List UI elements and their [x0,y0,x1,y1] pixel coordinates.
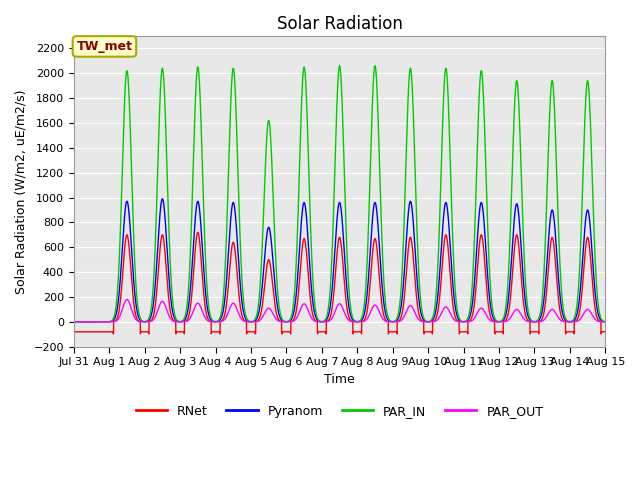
RNet [591,306,599,312]
PAR_OUT [591,316,599,322]
PAR_IN [297,127,305,133]
RNet [194,229,202,235]
Pyranom [159,196,166,202]
Legend: RNet, Pyranom, PAR_IN, PAR_OUT: RNet, Pyranom, PAR_IN, PAR_OUT [131,399,548,422]
PAR_OUT [602,319,609,325]
Pyranom [591,288,599,294]
Title: Solar Radiation: Solar Radiation [276,15,403,33]
PAR_OUT [534,319,541,325]
RNet [534,329,542,335]
PAR_IN [371,63,379,69]
RNet [70,329,77,335]
RNet [602,329,609,335]
Pyranom [131,287,138,292]
PAR_IN [70,319,77,325]
RNet [109,331,117,336]
Pyranom [274,306,282,312]
Pyranom [534,318,541,324]
PAR_OUT [70,319,77,325]
X-axis label: Time: Time [324,372,355,386]
Y-axis label: Solar Radiation (W/m2, uE/m2/s): Solar Radiation (W/m2, uE/m2/s) [15,89,28,294]
PAR_OUT [131,314,138,320]
RNet [297,258,305,264]
RNet [163,264,170,270]
RNet [131,306,138,312]
Line: Pyranom: Pyranom [74,199,605,322]
Pyranom [163,230,170,236]
Pyranom [602,319,609,324]
Pyranom [297,227,305,232]
PAR_OUT [274,318,282,324]
Pyranom [70,319,77,325]
PAR_IN [534,317,541,323]
PAR_OUT [297,306,305,312]
Line: PAR_OUT: PAR_OUT [74,300,605,322]
PAR_IN [602,319,609,324]
Text: TW_met: TW_met [76,40,132,53]
Line: RNet: RNet [74,232,605,334]
PAR_IN [131,252,138,257]
PAR_OUT [163,305,170,311]
PAR_IN [591,253,599,259]
PAR_OUT [123,297,131,302]
PAR_IN [274,288,282,294]
PAR_IN [162,132,170,137]
Line: PAR_IN: PAR_IN [74,66,605,322]
RNet [274,315,282,321]
